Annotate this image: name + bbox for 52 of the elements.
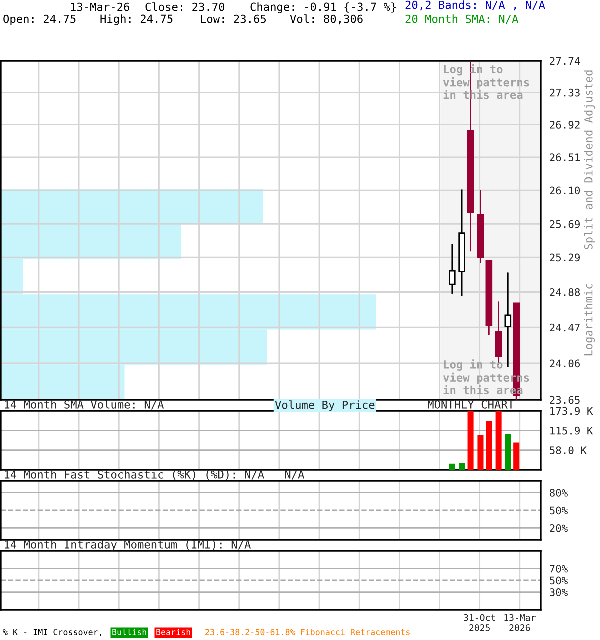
y-tick-label: 80%: [550, 489, 568, 497]
y-tick-label: 50%: [550, 506, 568, 515]
y-tick-label: 58.0 K: [550, 446, 587, 454]
y-tick-label: 115.9 K: [550, 426, 594, 435]
y-tick-label: 27.74: [550, 57, 580, 65]
y-tick-label: 70%: [550, 564, 568, 573]
text: 23.6-38.2-50-61.8% Fibonacci Retracements: [206, 628, 410, 636]
chart-title: 14 Month SMA Volume: N/A: [5, 400, 164, 410]
bar: [496, 411, 502, 470]
text: Open: 24.75: [4, 14, 76, 26]
chart-title: 14 Month Intraday Momentum (IMI): N/A: [5, 540, 252, 551]
x-tick-label: 13-Mar 2026: [504, 614, 536, 632]
x-tick-label: 31-Oct 2025: [464, 614, 496, 632]
text: Close: 23.70: [146, 2, 225, 12]
text: 20,2 Bands: N/A , N/A: [406, 0, 546, 11]
y-tick-label: 23.65: [550, 396, 580, 404]
text: Low: 23.65: [201, 14, 266, 24]
y-tick-label: 25.69: [550, 220, 580, 228]
bar: [449, 464, 456, 470]
y-tick-label: 50%: [550, 576, 568, 585]
y-tick-label: 173.9 K: [550, 407, 594, 416]
bar: [478, 435, 484, 470]
text: 20 Month SMA: N/A: [406, 14, 519, 24]
y-tick-label: 24.88: [550, 288, 580, 296]
text: Logarithmic: [584, 284, 595, 356]
text: % K - IMI Crossover,: [3, 629, 102, 636]
y-tick-label: 24.06: [550, 360, 580, 368]
y-tick-label: 26.92: [550, 121, 580, 129]
bar: [505, 434, 512, 470]
bar: [514, 442, 520, 470]
text: Bearish: [156, 628, 190, 636]
candlestick: [449, 243, 456, 295]
text: Vol: 80,306: [290, 14, 363, 25]
text: MONTHLY CHART: [428, 400, 514, 409]
bar: [486, 421, 492, 470]
y-tick-label: 24.47: [550, 324, 580, 332]
y-tick-label: 26.10: [550, 186, 580, 195]
chart-title: 14 Month Fast Stochastic (%K) (%D): N/A N/A: [5, 470, 305, 480]
y-tick-label: 26.51: [550, 154, 580, 162]
text: 13-Mar-26: [71, 2, 130, 12]
text: Change: -0.91 {-3.7 %}: [250, 2, 396, 14]
bar: [468, 411, 474, 470]
y-tick-label: 27.33: [550, 88, 580, 97]
text: Volume By Price: [275, 400, 375, 412]
y-tick-label: 25.29: [550, 254, 580, 262]
bar: [459, 463, 466, 470]
y-axis-title: Split and Dividend Adjusted: [584, 70, 595, 250]
text: High: 24.75: [100, 14, 173, 26]
candlestick: [504, 272, 512, 368]
y-tick-label: 30%: [550, 588, 568, 596]
y-tick-label: 20%: [550, 524, 568, 532]
text: Bullish: [112, 628, 146, 636]
